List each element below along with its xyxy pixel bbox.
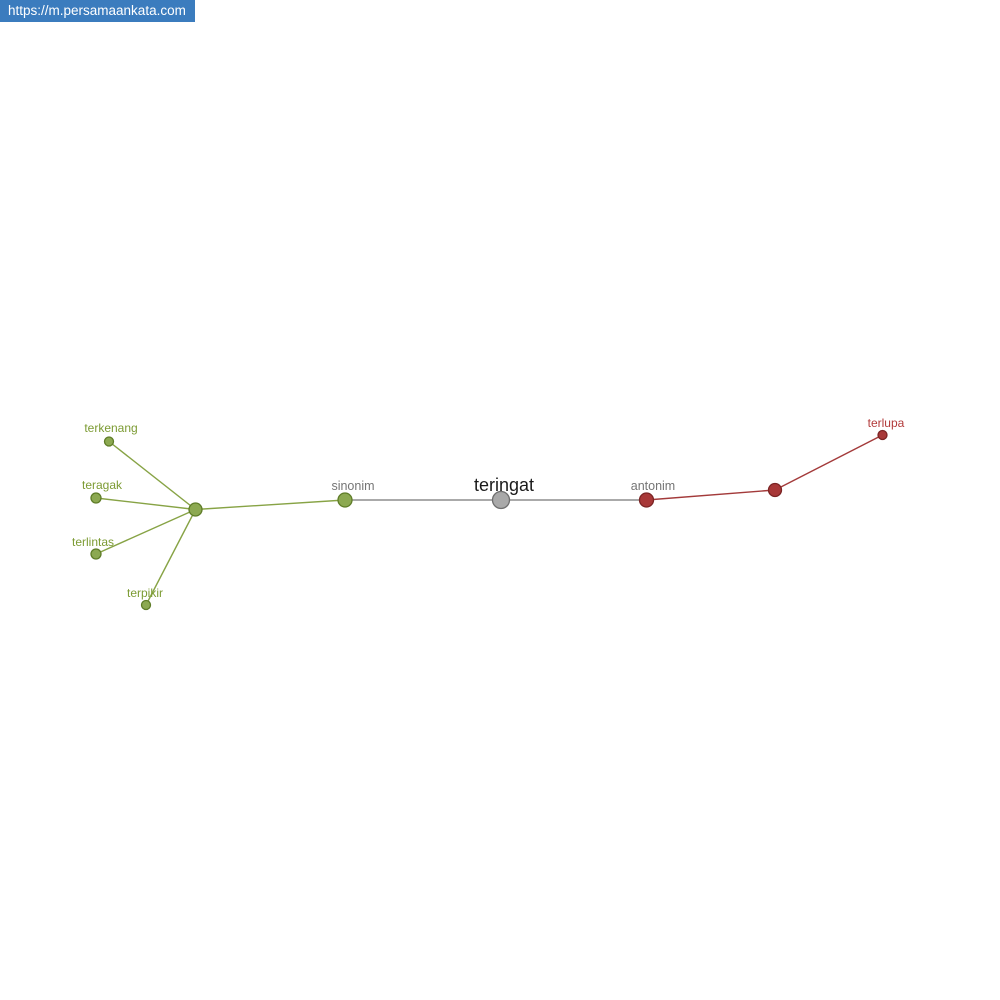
node-sinonim-hub[interactable] xyxy=(188,502,203,517)
node-label-sinonim: sinonim xyxy=(331,479,374,493)
edge-sinonim-hub-teragak xyxy=(95,497,196,511)
edge-antonim-hub-terlupa xyxy=(774,434,883,491)
node-antonim-hub[interactable] xyxy=(767,482,783,498)
node-label-terkenang[interactable]: terkenang xyxy=(84,421,137,435)
edge-sinonim-hub-terpikir xyxy=(145,509,197,606)
node-teragak[interactable] xyxy=(90,492,102,504)
node-label-terpikir[interactable]: terpikir xyxy=(127,586,163,600)
node-label-teringat[interactable]: teringat xyxy=(474,475,534,495)
node-terkenang[interactable] xyxy=(103,436,115,447)
node-sinonim[interactable] xyxy=(337,492,353,508)
node-label-teragak[interactable]: teragak xyxy=(82,478,123,492)
node-terlupa[interactable] xyxy=(877,429,888,441)
node-terpikir[interactable] xyxy=(140,599,152,611)
node-label-antonim: antonim xyxy=(631,479,675,493)
edge-antonim-antonim-hub xyxy=(646,489,776,501)
node-terlintas[interactable] xyxy=(90,548,102,560)
node-teringat[interactable] xyxy=(491,490,511,510)
edge-sinonim-hub-terlintas xyxy=(95,508,196,555)
node-antonim[interactable] xyxy=(638,492,655,508)
site-url-badge: https://m.persamaankata.com xyxy=(0,0,195,22)
edge-sinonim-sinonim-hub xyxy=(195,499,346,511)
edge-sinonim-hub-terkenang xyxy=(108,440,196,511)
node-label-terlupa[interactable]: terlupa xyxy=(868,416,905,430)
node-label-terlintas[interactable]: terlintas xyxy=(72,535,114,549)
